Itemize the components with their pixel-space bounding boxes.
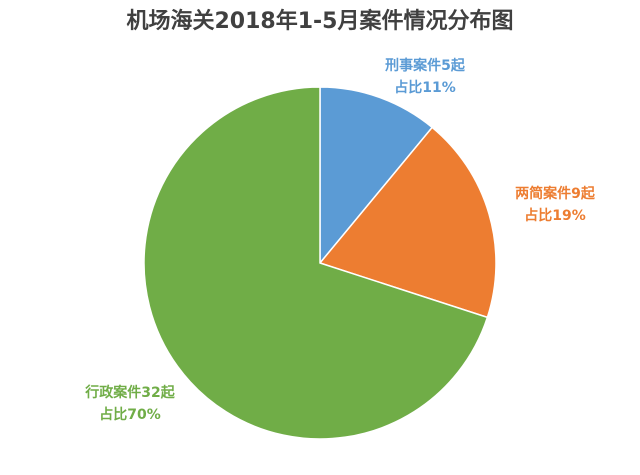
slice-label: 刑事案件5起 xyxy=(385,57,466,74)
value-label: 占比19% xyxy=(524,207,586,224)
pie-slice xyxy=(143,86,489,440)
pie-slice xyxy=(319,86,434,266)
pie-slice xyxy=(318,126,497,319)
value-label: 占比11% xyxy=(394,79,456,96)
value-label: 占比70% xyxy=(99,406,161,423)
slice-label: 行政案件32起 xyxy=(84,384,175,401)
chart-title: 机场海关2018年1-5月案件情况分布图 xyxy=(127,8,514,34)
slice-label: 两简案件9起 xyxy=(515,185,596,202)
